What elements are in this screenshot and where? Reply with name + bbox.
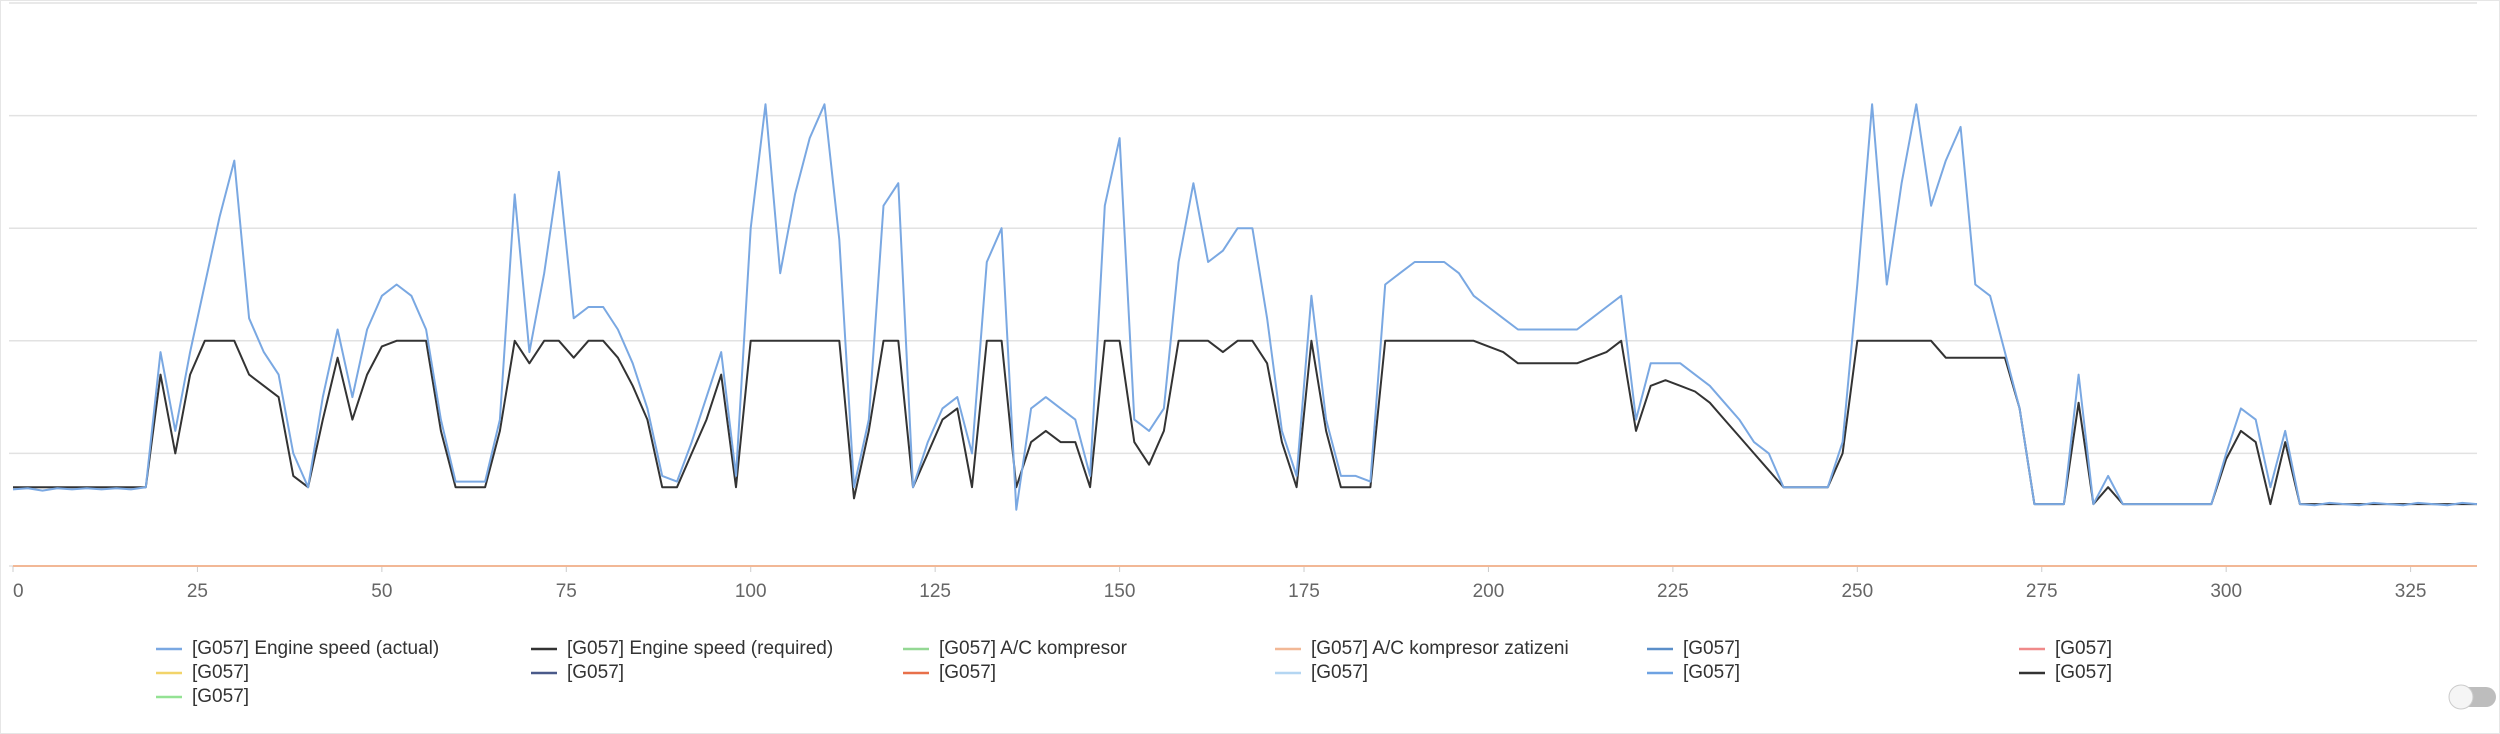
toggle-knob[interactable]: [2448, 684, 2474, 710]
x-tick-label: 25: [187, 581, 208, 602]
legend-label: [G057]: [939, 662, 996, 683]
legend-label: [G057]: [1683, 662, 1740, 683]
legend-label: [G057]: [192, 686, 249, 707]
x-tick-label: 75: [556, 581, 577, 602]
x-tick-label: 225: [1657, 581, 1689, 602]
x-tick-label: 0: [13, 581, 24, 602]
legend-label: [G057] A/C kompresor: [939, 638, 1128, 659]
legend-label: [G057]: [1683, 638, 1740, 659]
x-tick-label: 275: [2026, 581, 2058, 602]
legend-label: [G057]: [567, 662, 624, 683]
legend-label: [G057] Engine speed (actual): [192, 638, 439, 659]
x-tick-label: 175: [1288, 581, 1320, 602]
x-tick-label: 125: [919, 581, 951, 602]
legend-label: [G057] A/C kompresor zatizeni: [1311, 638, 1569, 659]
toggle[interactable]: [2448, 684, 2496, 710]
legend-label: [G057]: [1311, 662, 1368, 683]
legend-label: [G057] Engine speed (required): [567, 638, 833, 659]
x-tick-label: 200: [1473, 581, 1505, 602]
x-tick-label: 50: [371, 581, 392, 602]
legend-label: [G057]: [2055, 662, 2112, 683]
x-tick-label: 250: [1841, 581, 1873, 602]
legend-label: [G057]: [192, 662, 249, 683]
x-tick-label: 100: [735, 581, 767, 602]
x-tick-label: 325: [2395, 581, 2427, 602]
series-line: [12, 103, 2478, 511]
legend-label: [G057]: [2055, 638, 2112, 659]
x-tick-label: 150: [1104, 581, 1136, 602]
x-tick-label: 300: [2210, 581, 2242, 602]
